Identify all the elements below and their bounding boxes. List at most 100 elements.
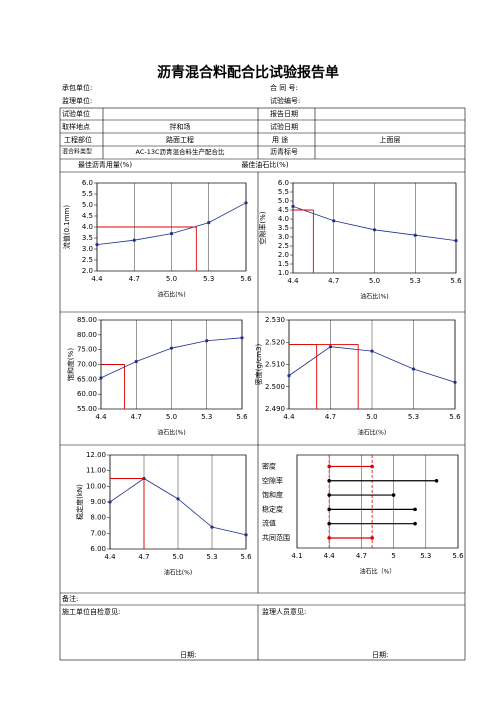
y-tick-label: 3.5 (278, 224, 289, 232)
y-axis-label: 空隙率(%) (258, 211, 267, 244)
data-point (240, 336, 244, 340)
date-label: 日期: (180, 651, 196, 659)
y-tick-label: 5.5 (82, 190, 93, 198)
y-tick-label: 5.0 (278, 197, 289, 205)
y-tick-label: 4.5 (278, 206, 289, 214)
x-tick-label: 5.0 (166, 413, 177, 421)
x-tick-label: 5.3 (203, 275, 214, 283)
x-tick-label: 5.0 (172, 553, 183, 561)
cell: 路面工程 (166, 135, 194, 144)
range-end (413, 521, 417, 526)
x-tick-label: 5.3 (206, 553, 217, 561)
cell: 最佳油石比(%) (241, 160, 288, 169)
y-axis-label: 流值(0.1mm) (62, 205, 71, 250)
y-tick-label: 6.0 (278, 179, 289, 187)
plot-frame (296, 454, 459, 549)
opinion-label: 施工单位自检意见: (62, 607, 120, 616)
data-point (207, 221, 211, 225)
cell: 沥青标号 (270, 147, 298, 156)
y-tick-label: 80.00 (77, 331, 97, 339)
header-field: 合 同 号: (270, 83, 298, 92)
opinion-label: 监理人员意见: (262, 607, 306, 616)
y-tick-label: 55.00 (77, 405, 97, 413)
y-tick-label: 1.5 (278, 260, 289, 268)
y-tick-label: 1.0 (278, 269, 289, 277)
x-tick-label: 4.4 (324, 552, 336, 560)
y-tick-label: 11.00 (86, 467, 106, 475)
header-field: 承包单位: (62, 83, 92, 92)
x-tick-label: 4.7 (328, 277, 339, 285)
x-tick-label: 4.4 (95, 413, 107, 421)
y-axis-label: 饱和度(%) (66, 348, 75, 381)
y-tick-label: 5.5 (278, 188, 289, 196)
x-tick-label: 4.4 (283, 413, 295, 421)
x-tick-label: 5.6 (240, 553, 252, 561)
data-point (205, 339, 209, 343)
y-tick-label: 2.530 (265, 316, 285, 324)
x-tick-label: 4.7 (325, 413, 336, 421)
data-point (372, 228, 377, 232)
data-point (244, 201, 248, 205)
data-point (332, 219, 336, 223)
cell: 用 途 (272, 135, 288, 144)
y-tick-label: 2.0 (278, 251, 289, 259)
x-tick-label: 4.1 (291, 552, 302, 560)
y-tick-label: 2.5 (82, 256, 93, 264)
y-tick-label: 4.0 (82, 223, 93, 231)
x-tick-label: 5.0 (369, 277, 380, 285)
data-point (169, 232, 174, 236)
y-tick-label: 3.0 (278, 233, 289, 241)
y-tick-label: 7.00 (90, 529, 106, 537)
x-tick-label: 4.4 (287, 277, 299, 285)
table-grid (59, 107, 466, 661)
x-tick-label: 5.6 (240, 275, 252, 283)
range-end (370, 464, 374, 469)
header-field: 监理单位: (62, 96, 92, 105)
data-point (244, 533, 248, 537)
cell: 试验日期 (270, 122, 298, 131)
y-tick-label: 9.00 (90, 498, 106, 506)
y-tick-label: 2.490 (265, 405, 285, 413)
range-end (327, 521, 332, 526)
y-tick-label: 6.0 (82, 179, 93, 187)
x-tick-label: 5.6 (452, 552, 464, 560)
y-tick-label: 12.00 (86, 451, 106, 459)
cell: 报告日期 (270, 109, 298, 118)
cell: 最佳沥青用量(%) (78, 160, 132, 169)
data-point (411, 367, 416, 371)
x-tick-label: 4.7 (138, 553, 149, 561)
range-end (391, 493, 396, 497)
y-tick-label: 6.00 (90, 545, 106, 553)
range-end (434, 478, 439, 483)
remarks: 备注: (62, 594, 78, 603)
x-axis-label: 油石比(%) (157, 291, 185, 299)
title: 沥青混合料配合比试验报告单 (157, 64, 339, 81)
y-tick-label: 2.5 (278, 242, 289, 250)
cell: 工程部位 (64, 135, 92, 144)
data-point (291, 204, 295, 208)
x-axis-label: 油石比(%) (358, 429, 386, 437)
y-tick-label: 10.00 (86, 482, 106, 490)
x-tick-label: 5.3 (408, 413, 419, 421)
range-label: 饱和度 (262, 490, 283, 499)
y-tick-label: 70.00 (77, 361, 97, 369)
x-tick-label: 5.3 (201, 413, 212, 421)
x-tick-label: 5 (391, 552, 395, 560)
data-point (108, 500, 112, 504)
y-tick-label: 4.0 (278, 215, 289, 223)
range-end (327, 493, 332, 497)
y-tick-label: 5.0 (82, 201, 93, 209)
data-point (413, 233, 417, 237)
data-point (453, 380, 457, 384)
cell: 混合料类型 (62, 148, 92, 156)
data-point (328, 345, 333, 349)
cell: 试验单位 (62, 109, 90, 118)
y-tick-label: 75.00 (77, 346, 97, 354)
cell: 取样地点 (62, 122, 90, 131)
range-end (327, 536, 332, 540)
range-end (413, 507, 417, 512)
y-axis-label: 密度(g/cm3) (254, 344, 263, 386)
x-tick-label: 5.3 (420, 552, 431, 560)
range-end (327, 464, 332, 469)
